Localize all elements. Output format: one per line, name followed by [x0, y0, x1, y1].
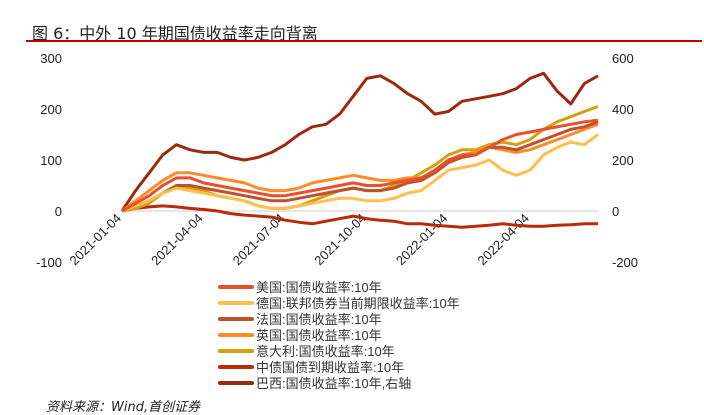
- legend-label: 英国:国债收益率:10年: [256, 328, 382, 343]
- series-line: [121, 118, 599, 213]
- y-left-tick-label: 200: [40, 102, 62, 117]
- series-line: [121, 105, 599, 213]
- legend-label: 中债国债到期收益率:10年: [256, 360, 404, 375]
- series-line: [121, 204, 598, 229]
- y-right-tick-label: -200: [612, 255, 638, 270]
- y-left-tick-label: 0: [55, 204, 62, 219]
- x-tick-label: 2021-01-04: [66, 211, 124, 269]
- x-tick-label: 2022-01-04: [393, 211, 451, 269]
- legend-label: 美国:国债收益率:10年: [256, 280, 382, 295]
- x-tick-label: 2022-04-04: [474, 211, 532, 269]
- x-tick-label: 2021-04-04: [148, 211, 206, 269]
- series-line: [121, 122, 599, 213]
- legend-label: 意大利:国债收益率:10年: [256, 344, 395, 359]
- y-right-tick-label: 200: [612, 153, 634, 168]
- title-divider: [26, 40, 702, 42]
- y-right-tick-label: 600: [612, 51, 634, 66]
- legend-label: 德国:联邦债券当前期限收益率:10年: [256, 296, 460, 311]
- y-left-tick-label: -100: [36, 255, 62, 270]
- series-line: [121, 133, 599, 213]
- y-right-tick-label: 400: [612, 102, 634, 117]
- y-left-tick-label: 300: [40, 51, 62, 66]
- series-line: [121, 120, 599, 213]
- y-left-tick-label: 100: [40, 153, 62, 168]
- legend-label: 巴西:国债收益率:10年,右轴: [256, 376, 411, 391]
- y-right-tick-label: 0: [612, 204, 619, 219]
- figure-title: 图 6：中外 10 年期国债收益率走向背离: [32, 24, 318, 43]
- source-note: 资料来源：Wind,首创证券: [46, 400, 201, 415]
- series-line: [120, 71, 599, 212]
- legend-label: 法国:国债收益率:10年: [256, 312, 382, 327]
